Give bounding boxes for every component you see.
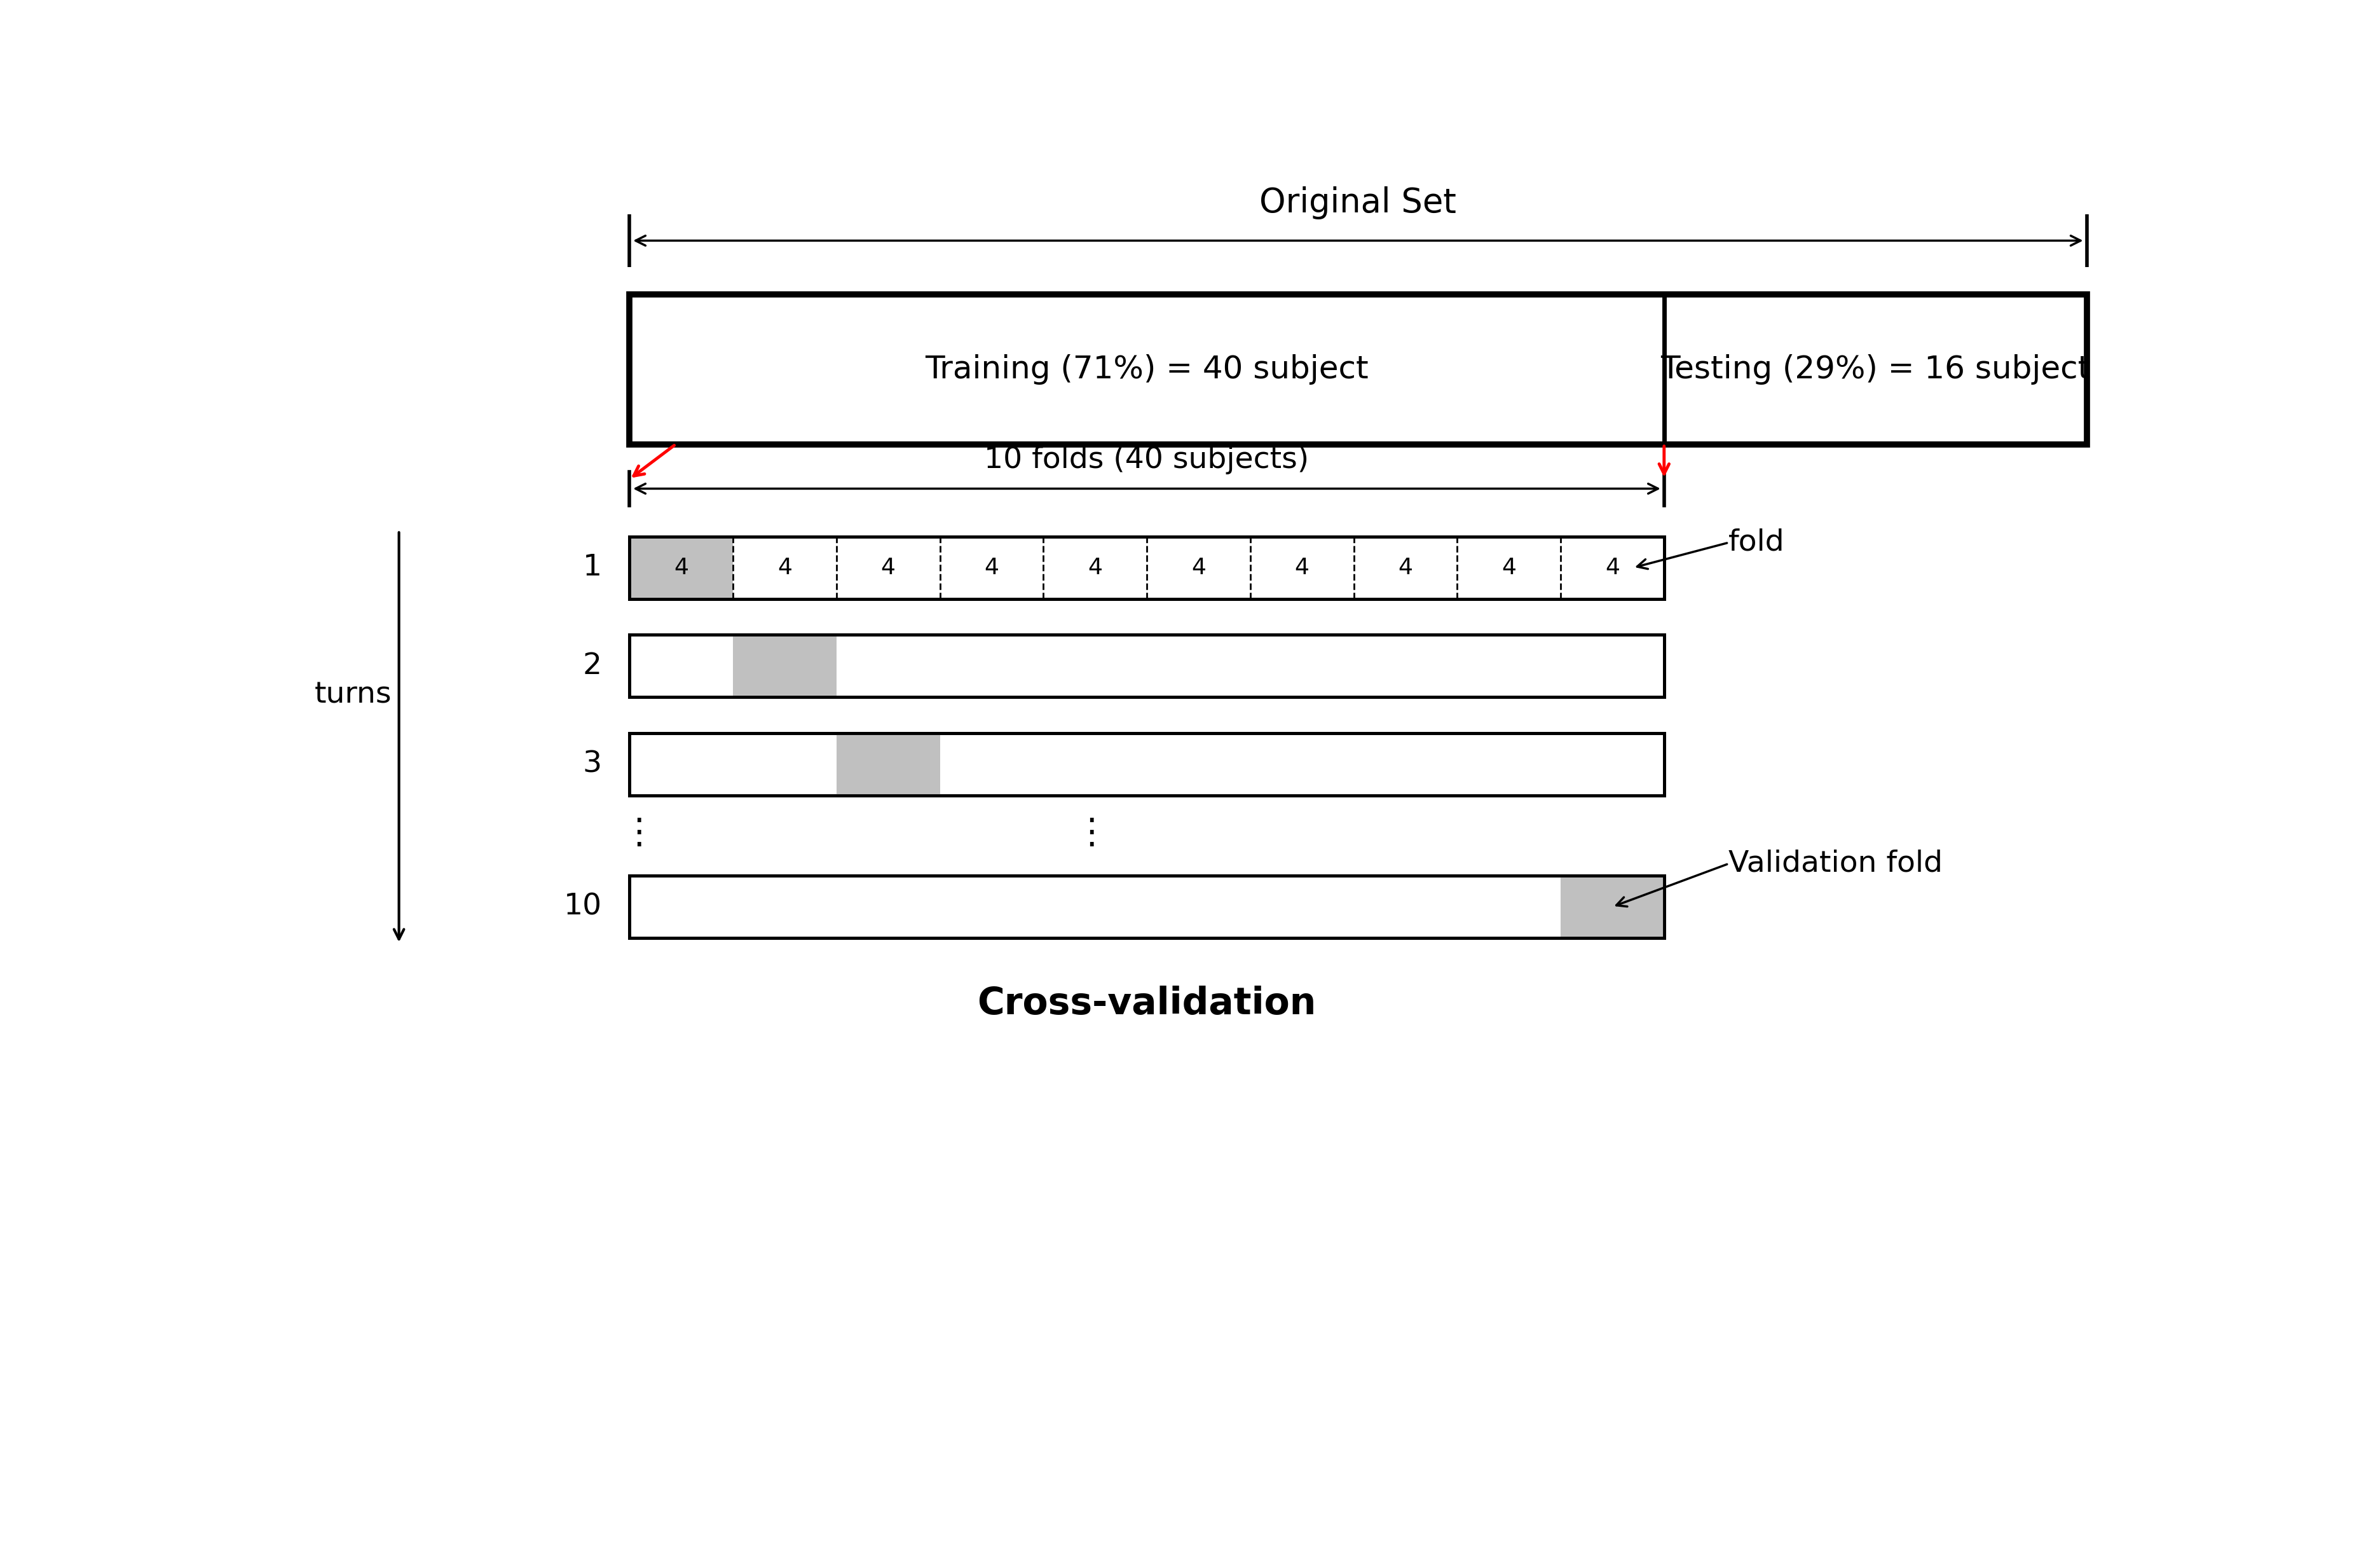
Text: 4: 4: [1397, 557, 1414, 579]
Text: 10 folds (40 subjects): 10 folds (40 subjects): [985, 445, 1309, 475]
Bar: [628, 537, 733, 599]
Text: turns: turns: [314, 682, 390, 710]
Text: ⋮: ⋮: [621, 817, 657, 851]
Text: 1: 1: [583, 554, 602, 582]
Bar: [628, 294, 2087, 445]
Bar: [628, 635, 1664, 697]
Text: 4: 4: [985, 557, 1000, 579]
Text: Validation fold: Validation fold: [1728, 850, 1942, 878]
Bar: [628, 537, 1664, 599]
Text: 3: 3: [583, 750, 602, 778]
Bar: [628, 733, 1664, 795]
Bar: [1561, 876, 1664, 938]
Bar: [628, 733, 1664, 795]
Bar: [628, 876, 1664, 938]
Text: 4: 4: [1604, 557, 1621, 579]
Text: 4: 4: [1295, 557, 1309, 579]
Text: Training (71%) = 40 subject: Training (71%) = 40 subject: [926, 355, 1368, 384]
Bar: [628, 537, 1664, 599]
Text: 10: 10: [564, 893, 602, 921]
Bar: [628, 876, 1664, 938]
Text: fold: fold: [1728, 527, 1785, 557]
Text: 2: 2: [583, 652, 602, 680]
Text: 4: 4: [778, 557, 793, 579]
Text: 4: 4: [674, 557, 688, 579]
Text: Cross-validation: Cross-validation: [978, 985, 1316, 1022]
Text: ⋮: ⋮: [1073, 817, 1109, 851]
Text: 4: 4: [1088, 557, 1102, 579]
Bar: [733, 635, 835, 697]
Text: 4: 4: [1502, 557, 1516, 579]
Text: 4: 4: [1192, 557, 1207, 579]
Bar: [628, 635, 1664, 697]
Text: Original Set: Original Set: [1259, 187, 1457, 219]
Text: Testing (29%) = 16 subject: Testing (29%) = 16 subject: [1661, 355, 2090, 384]
Text: 4: 4: [881, 557, 895, 579]
Bar: [835, 733, 940, 795]
